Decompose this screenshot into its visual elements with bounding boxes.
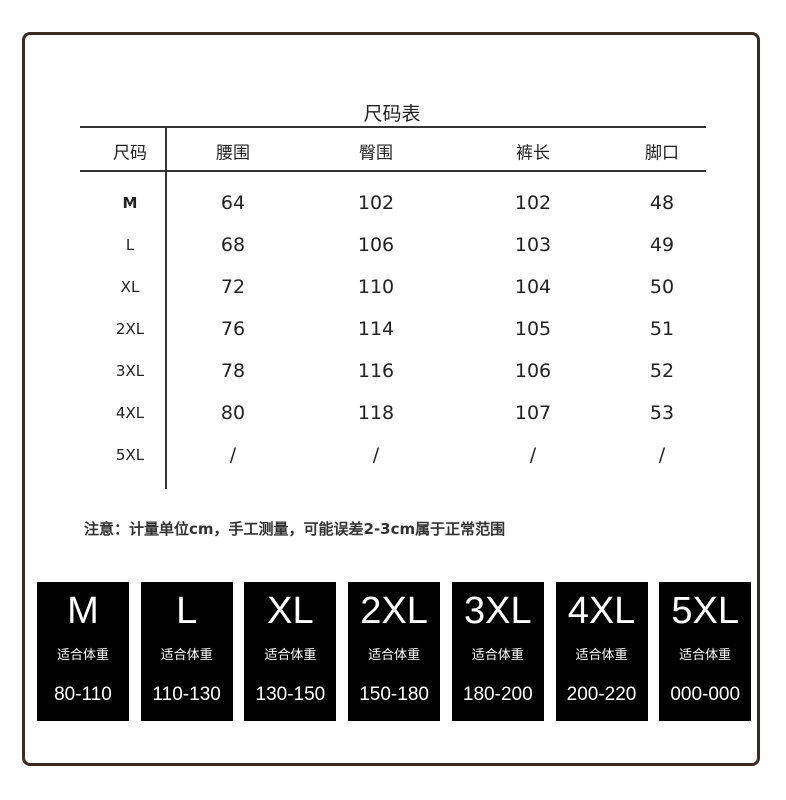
cell-length: 102 xyxy=(514,192,552,214)
cell-waist: 68 xyxy=(220,234,246,256)
card-weight-range: 180-200 xyxy=(462,684,533,705)
cell-waist: 80 xyxy=(220,402,246,424)
card-weight-range: 110-130 xyxy=(152,684,221,705)
table-top-rule xyxy=(80,126,706,128)
cell-waist: 78 xyxy=(220,360,246,382)
chart-title: 尺码表 xyxy=(363,103,421,125)
table-column-divider xyxy=(165,127,167,489)
card-label: 适合体重 xyxy=(160,648,213,663)
card-size: L xyxy=(176,590,198,632)
cell-length: 105 xyxy=(514,318,552,340)
table-header-rule xyxy=(80,170,706,172)
header-hip: 臀围 xyxy=(359,143,393,164)
header-size: 尺码 xyxy=(113,143,147,164)
cell-hip: / xyxy=(372,444,380,466)
cell-length: 103 xyxy=(514,234,552,256)
card-label: 适合体重 xyxy=(471,648,524,663)
cell-hem: 51 xyxy=(649,318,675,340)
card-size: XL xyxy=(267,590,314,632)
cell-waist: / xyxy=(229,444,237,466)
cell-size: XL xyxy=(120,278,140,296)
cell-hip: 116 xyxy=(357,360,395,382)
weight-card: M 适合体重 80-110 xyxy=(37,582,129,721)
cell-hip: 118 xyxy=(357,402,395,424)
cell-length: 104 xyxy=(514,276,552,298)
weight-card: 3XL 适合体重 180-200 xyxy=(451,582,544,721)
cell-hip: 110 xyxy=(357,276,395,298)
cell-hem: 52 xyxy=(649,360,675,382)
cell-size: 4XL xyxy=(115,404,145,422)
cell-waist: 72 xyxy=(220,276,246,298)
header-waist: 腰围 xyxy=(216,143,250,164)
card-weight-range: 200-220 xyxy=(566,684,637,705)
card-label: 适合体重 xyxy=(56,648,109,663)
card-size: 4XL xyxy=(567,590,636,632)
weight-card: 4XL 适合体重 200-220 xyxy=(555,582,648,721)
weight-card: 5XL 适合体重 000-000 xyxy=(659,582,752,721)
weight-card: 2XL 适合体重 150-180 xyxy=(348,582,441,721)
weight-card: XL 适合体重 130-150 xyxy=(244,582,337,721)
cell-hem: 49 xyxy=(649,234,675,256)
frame-border: 尺码表 xyxy=(22,32,760,766)
card-size: 3XL xyxy=(463,590,532,632)
card-weight-range: 130-150 xyxy=(255,684,326,705)
cell-size: 2XL xyxy=(115,320,145,338)
cell-waist: 64 xyxy=(220,192,246,214)
cell-hip: 114 xyxy=(357,318,395,340)
cell-waist: 76 xyxy=(220,318,246,340)
cell-hip: 102 xyxy=(357,192,395,214)
cell-size: L xyxy=(125,236,135,254)
card-label: 适合体重 xyxy=(679,648,732,663)
cell-hem: 50 xyxy=(649,276,675,298)
weight-card: L 适合体重 110-130 xyxy=(140,582,233,721)
cell-hem: 53 xyxy=(649,402,675,424)
cell-hem: / xyxy=(658,444,666,466)
card-label: 适合体重 xyxy=(368,648,421,663)
card-size: 2XL xyxy=(360,590,428,632)
card-label: 适合体重 xyxy=(575,648,628,663)
card-weight-range: 80-110 xyxy=(54,684,112,705)
card-weight-range: 000-000 xyxy=(670,684,741,705)
card-label: 适合体重 xyxy=(264,648,317,663)
card-size: 5XL xyxy=(671,590,739,632)
cell-length: / xyxy=(529,444,537,466)
card-weight-range: 150-180 xyxy=(359,684,429,705)
cell-hip: 106 xyxy=(357,234,395,256)
cell-hem: 48 xyxy=(649,192,675,214)
cell-size: 5XL xyxy=(115,446,145,464)
card-size: M xyxy=(67,590,99,632)
header-hem: 脚口 xyxy=(645,143,679,164)
cell-length: 107 xyxy=(514,402,552,424)
header-length: 裤长 xyxy=(516,143,550,164)
measurement-note: 注意：计量单位cm，手工测量，可能误差2-3cm属于正常范围 xyxy=(84,520,506,538)
cell-size: M xyxy=(122,194,138,212)
cell-length: 106 xyxy=(514,360,552,382)
cell-size: 3XL xyxy=(115,362,145,380)
